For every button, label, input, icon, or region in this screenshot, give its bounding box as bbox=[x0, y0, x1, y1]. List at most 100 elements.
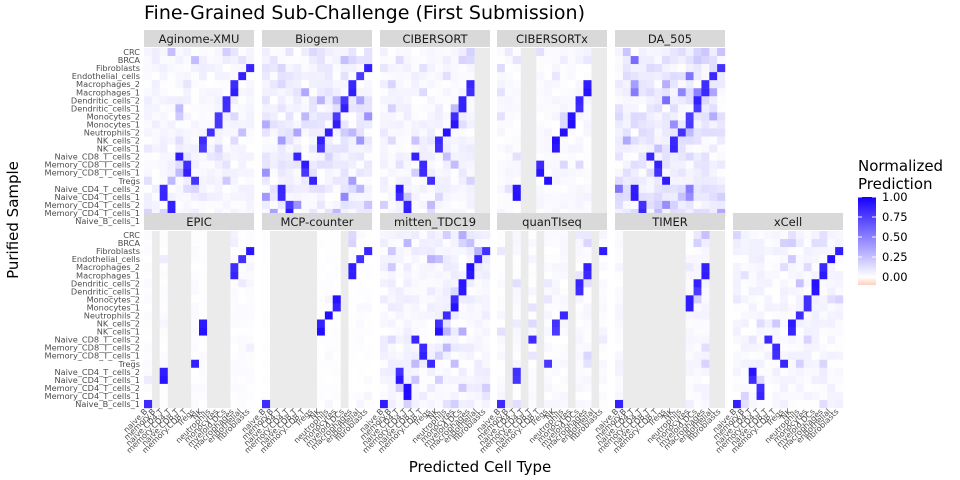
heat-cell bbox=[756, 319, 765, 328]
heat-cell bbox=[435, 335, 444, 344]
y-tick-label: CRC bbox=[123, 47, 140, 57]
heat-cell bbox=[332, 367, 341, 377]
heat-cell bbox=[230, 311, 239, 320]
heat-cell bbox=[512, 184, 521, 194]
heat-cell bbox=[583, 279, 592, 288]
heat-cell bbox=[552, 279, 561, 288]
heat-cell bbox=[701, 343, 710, 352]
heat-cell bbox=[764, 311, 773, 320]
heat-cell bbox=[238, 152, 247, 161]
heat-cell bbox=[450, 96, 459, 105]
heat-cell bbox=[262, 335, 271, 344]
heat-cell bbox=[552, 128, 561, 137]
heat-cell bbox=[772, 239, 781, 248]
heat-cell bbox=[395, 184, 404, 194]
heat-cell bbox=[497, 263, 506, 272]
heat-cell bbox=[340, 48, 349, 57]
heat-cell bbox=[552, 192, 561, 202]
heat-cell bbox=[262, 72, 271, 81]
heat-cell bbox=[380, 239, 389, 248]
heat-cell bbox=[317, 112, 326, 121]
heat-cell bbox=[411, 343, 420, 352]
heat-cell bbox=[167, 96, 176, 105]
heat-cell bbox=[144, 192, 153, 202]
heat-cell bbox=[151, 192, 160, 202]
heat-cell bbox=[159, 255, 168, 264]
heat-cell bbox=[159, 72, 168, 81]
heat-cell bbox=[583, 271, 592, 280]
heat-cell bbox=[332, 263, 341, 272]
heat-cell bbox=[238, 247, 247, 256]
heat-cell bbox=[748, 279, 757, 288]
y-tick-label: Endothelial_cells bbox=[72, 254, 140, 264]
heat-cell bbox=[419, 255, 428, 264]
heat-cell bbox=[230, 359, 239, 368]
heat-cell bbox=[474, 263, 483, 272]
heat-cell bbox=[482, 399, 491, 409]
heat-cell bbox=[701, 391, 710, 401]
heat-cell bbox=[458, 287, 467, 296]
heat-cell bbox=[685, 311, 694, 320]
heat-cell bbox=[332, 56, 341, 65]
heat-cell bbox=[567, 168, 576, 177]
heat-cell bbox=[144, 319, 153, 328]
heat-cell bbox=[544, 176, 553, 185]
heat-cell bbox=[458, 96, 467, 105]
heat-cell bbox=[677, 144, 686, 153]
heat-cell bbox=[764, 263, 773, 272]
heat-cell bbox=[348, 303, 357, 312]
heat-cell bbox=[246, 112, 255, 121]
heat-cell bbox=[764, 287, 773, 296]
heat-cell bbox=[685, 343, 694, 352]
heat-cell bbox=[183, 120, 192, 129]
heat-cell bbox=[466, 367, 475, 377]
heat-cell bbox=[450, 64, 459, 73]
heat-cell bbox=[466, 200, 475, 210]
heat-cell bbox=[151, 48, 160, 57]
heat-cell bbox=[780, 263, 789, 272]
heat-cell bbox=[159, 176, 168, 185]
heat-cell bbox=[419, 383, 428, 393]
heat-cell bbox=[536, 136, 545, 145]
heat-cell bbox=[701, 327, 710, 336]
heat-cell bbox=[615, 383, 624, 393]
heat-cell bbox=[167, 160, 176, 169]
heat-cell bbox=[466, 56, 475, 65]
heat-cell bbox=[348, 176, 357, 185]
heat-cell bbox=[144, 104, 153, 113]
heat-cell bbox=[772, 247, 781, 256]
heat-cell bbox=[387, 311, 396, 320]
heat-cell bbox=[575, 168, 584, 177]
heat-cell bbox=[348, 255, 357, 264]
heat-cell bbox=[387, 391, 396, 401]
heat-cell bbox=[552, 160, 561, 169]
heat-cell bbox=[685, 271, 694, 280]
heat-cell bbox=[701, 88, 710, 97]
heat-cell bbox=[199, 383, 208, 393]
heat-cell bbox=[285, 152, 294, 161]
heat-cell bbox=[230, 96, 239, 105]
heat-cell bbox=[497, 48, 506, 57]
heat-cell bbox=[222, 96, 231, 105]
heat-cell bbox=[780, 247, 789, 256]
heat-cell bbox=[301, 96, 310, 105]
heat-cell bbox=[442, 56, 451, 65]
heat-cell bbox=[450, 383, 459, 393]
heat-cell bbox=[324, 399, 333, 409]
heat-cell bbox=[356, 136, 365, 145]
heat-cell bbox=[803, 319, 812, 328]
heat-cell bbox=[474, 295, 483, 304]
heat-cell bbox=[442, 144, 451, 153]
heat-cell bbox=[552, 319, 561, 328]
heat-cell bbox=[395, 72, 404, 81]
heat-cell bbox=[183, 176, 192, 185]
heat-cell bbox=[544, 327, 553, 336]
heat-cell bbox=[427, 120, 436, 129]
heat-cell bbox=[583, 375, 592, 385]
heat-cell bbox=[435, 287, 444, 296]
heat-cell bbox=[599, 247, 608, 256]
heat-cell bbox=[395, 152, 404, 161]
heat-cell bbox=[693, 263, 702, 272]
heat-cell bbox=[756, 327, 765, 336]
heat-cell bbox=[827, 255, 836, 264]
